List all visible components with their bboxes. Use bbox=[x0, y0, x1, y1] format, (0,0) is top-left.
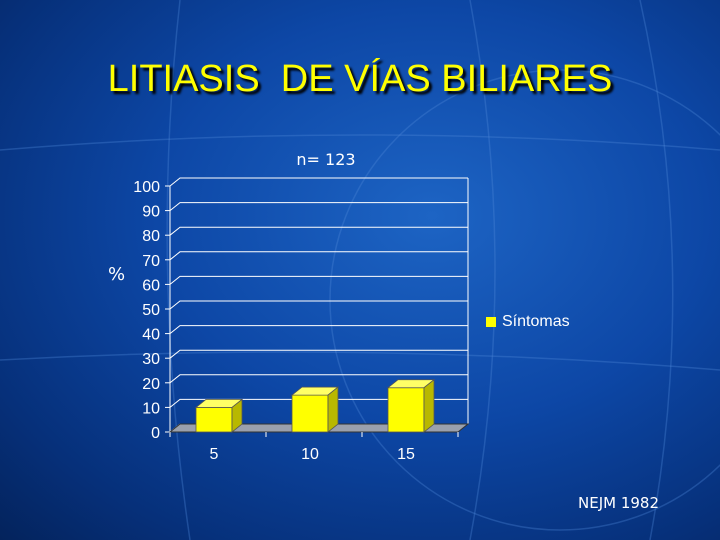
gridline bbox=[169, 398, 468, 408]
y-tick-label: 40 bbox=[142, 327, 160, 344]
legend-swatch bbox=[486, 317, 496, 327]
gridline bbox=[169, 300, 468, 310]
chart-subtitle: n= 123 bbox=[296, 150, 356, 169]
y-axis-label: % bbox=[108, 264, 126, 285]
y-tick-label: 100 bbox=[133, 179, 160, 196]
gridline bbox=[169, 251, 468, 261]
bar bbox=[195, 406, 233, 433]
gridline bbox=[169, 275, 468, 285]
legend-label: Síntomas bbox=[502, 313, 570, 330]
slide-title: LITIASIS DE VÍAS BILIARES bbox=[107, 58, 613, 100]
y-tick-label: 50 bbox=[142, 302, 160, 319]
x-tick-label: 5 bbox=[210, 446, 219, 463]
gridline bbox=[169, 177, 468, 187]
x-tick-label: 10 bbox=[301, 446, 319, 463]
gridline bbox=[169, 202, 468, 211]
y-tick-label: 70 bbox=[142, 253, 160, 270]
y-tick-label: 30 bbox=[142, 351, 160, 368]
gridline bbox=[169, 226, 468, 236]
source-citation: NEJM 1982 bbox=[578, 494, 660, 512]
bar bbox=[291, 394, 329, 433]
y-tick-label: 90 bbox=[142, 204, 160, 221]
y-tick-label: 10 bbox=[142, 400, 160, 417]
y-tick-label: 0 bbox=[151, 425, 160, 442]
chart-legend: Síntomas bbox=[486, 313, 570, 331]
y-tick-label: 60 bbox=[142, 277, 160, 294]
gridline bbox=[169, 349, 468, 359]
bar-side bbox=[327, 386, 339, 433]
x-tick-label: 15 bbox=[397, 446, 415, 463]
gridline bbox=[169, 374, 468, 384]
gridline bbox=[169, 325, 468, 334]
bar-side bbox=[423, 378, 435, 433]
bar bbox=[387, 387, 425, 433]
y-tick-label: 20 bbox=[142, 376, 160, 393]
y-tick-label: 80 bbox=[142, 228, 160, 245]
bar-side bbox=[231, 398, 243, 433]
